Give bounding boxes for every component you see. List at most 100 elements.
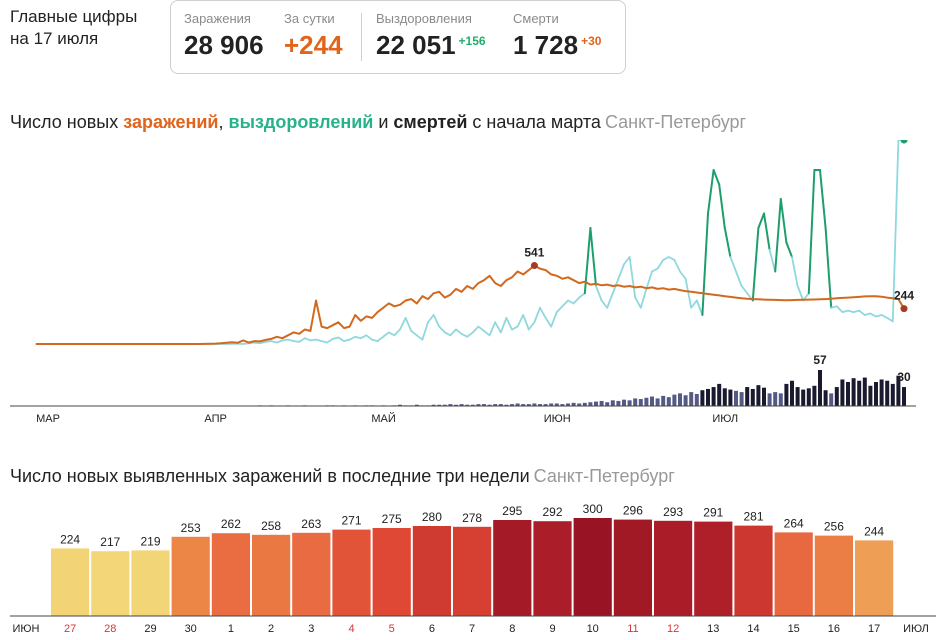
bar-chart-title: Число новых выявленных заражений в после…: [10, 466, 675, 487]
recoveries-segment: [667, 256, 676, 261]
deaths-bar: [857, 380, 862, 406]
deaths-bar: [812, 385, 817, 406]
infections-last-label: 244: [894, 289, 914, 303]
stat-recoveries-value: 22 051: [376, 30, 456, 60]
recoveries-segment: [718, 183, 726, 229]
infections-line: [36, 264, 905, 345]
x-tick-label: МАР: [36, 413, 60, 425]
deaths-bar: [678, 393, 682, 406]
deaths-bar: [745, 387, 750, 406]
day-tick-label: 17: [868, 623, 880, 635]
recoveries-segment: [701, 212, 709, 316]
deaths-bar: [554, 403, 559, 406]
deaths-bar: [566, 403, 570, 406]
title-part-2: ,: [218, 112, 229, 132]
deaths-bar: [431, 404, 436, 406]
recoveries-segment: [695, 299, 704, 316]
recoveries-segment: [449, 328, 457, 337]
month-start-label: ИЮН: [13, 623, 40, 635]
recoveries-segment: [455, 328, 463, 335]
deaths-bar: [885, 380, 890, 406]
recoveries-segment: [471, 325, 480, 334]
bar: [91, 551, 130, 616]
deaths-bar: [890, 383, 895, 406]
recoveries-segment: [527, 321, 536, 331]
recoveries-segment: [891, 140, 900, 323]
day-tick-label: 9: [549, 623, 555, 635]
recoveries-segment: [656, 259, 665, 270]
stats-divider: [361, 13, 362, 61]
day-tick-label: 2: [268, 623, 274, 635]
title-part-3: и: [373, 112, 394, 132]
recoveries-segment: [835, 305, 844, 314]
recoveries-segment: [488, 321, 497, 337]
day-tick-label: 29: [144, 623, 156, 635]
recoveries-segment: [483, 330, 491, 337]
recoveries-last-dot: [900, 140, 908, 144]
deaths-bar: [476, 404, 481, 406]
day-tick-label: 6: [429, 623, 435, 635]
recoveries-segment: [623, 256, 631, 266]
recoveries-segment: [561, 299, 569, 308]
recoveries-segment: [735, 270, 743, 287]
recoveries-segment: [841, 309, 849, 314]
recoveries-segment: [399, 316, 407, 331]
recoveries-segment: [824, 227, 833, 309]
recoveries-last-label: 156: [894, 140, 914, 143]
deaths-bar: [694, 394, 699, 406]
recoveries-segment: [303, 337, 312, 342]
recoveries-segment: [466, 331, 474, 338]
deaths-bar: [784, 383, 789, 406]
recoveries-segment: [774, 198, 782, 273]
deaths-bar: [454, 404, 458, 406]
x-tick-label: ИЮН: [544, 413, 571, 425]
recoveries-segment: [707, 169, 715, 215]
bar-chart: 224 27 217 28 219 29 253 30 262 1 258 2 263 3 271 4 275 5…: [10, 502, 936, 635]
deaths-bar: [829, 393, 834, 406]
recoveries-segment: [880, 314, 889, 319]
bar-chart-title-text: Число новых выявленных заражений в после…: [10, 466, 530, 486]
deaths-bar: [510, 404, 514, 406]
bar: [51, 548, 90, 616]
recoveries-segment: [348, 335, 357, 341]
day-tick-label: 30: [185, 623, 197, 635]
summary-title-line1: Главные цифры: [10, 7, 138, 26]
deaths-bar: [482, 404, 486, 406]
recoveries-segment: [359, 334, 368, 340]
day-tick-label: 16: [828, 623, 840, 635]
deaths-bar: [398, 404, 402, 406]
recoveries-segment: [679, 270, 687, 280]
bar-value-label: 300: [583, 502, 603, 516]
recoveries-segment: [634, 296, 642, 309]
bar-value-label: 262: [221, 517, 241, 531]
recoveries-segment: [415, 334, 424, 341]
deaths-bar: [795, 387, 800, 406]
recoveries-segment: [852, 309, 861, 314]
deaths-bar: [526, 404, 531, 406]
day-tick-label: 1: [228, 623, 234, 635]
day-tick-label: 11: [627, 623, 638, 635]
deaths-bar: [734, 390, 738, 406]
deaths-bar: [767, 393, 772, 406]
title-part-4: с начала марта: [467, 112, 601, 132]
stat-infections-label: Заражения: [184, 11, 251, 26]
deaths-bar: [762, 387, 766, 406]
bar-value-label: 256: [824, 520, 844, 534]
stat-infections: Заражения 28 906: [184, 11, 264, 61]
bar: [734, 525, 773, 616]
bar: [774, 532, 813, 616]
deaths-bar: [689, 392, 694, 406]
recoveries-segment: [690, 299, 698, 309]
stat-deaths-value: 1 728: [513, 30, 579, 60]
recoveries-segment: [309, 338, 317, 342]
deaths-bar: [515, 403, 520, 406]
recoveries-segment: [869, 312, 877, 318]
stat-deaths-value-wrap: 1 728 +30: [513, 30, 601, 61]
bar: [131, 550, 170, 616]
recoveries-segment: [819, 169, 827, 229]
bar-chart-city: Санкт-Петербург: [533, 466, 675, 486]
bar: [493, 520, 532, 616]
deaths-bar: [442, 404, 447, 406]
infections-peak-dot: [530, 262, 538, 270]
stat-deaths-label: Смерти: [513, 11, 559, 26]
